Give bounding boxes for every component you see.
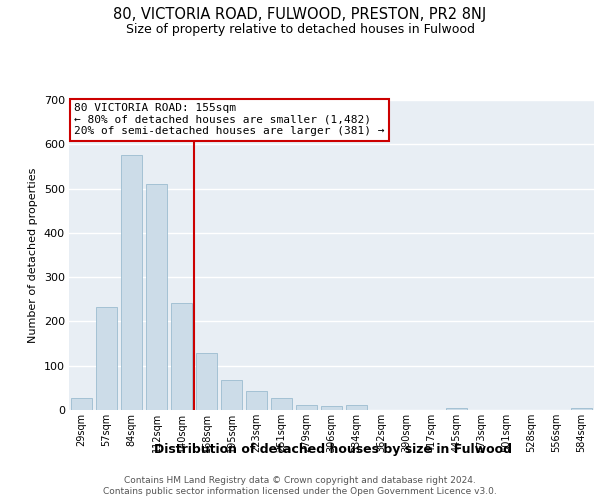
Bar	[271, 398, 292, 410]
Bar	[221, 380, 242, 410]
Text: Size of property relative to detached houses in Fulwood: Size of property relative to detached ho…	[125, 22, 475, 36]
Bar	[321, 406, 342, 410]
Bar	[71, 398, 92, 410]
Bar	[246, 392, 267, 410]
Bar	[346, 404, 367, 410]
Bar	[121, 156, 142, 410]
Text: Distribution of detached houses by size in Fulwood: Distribution of detached houses by size …	[154, 442, 512, 456]
Text: 80 VICTORIA ROAD: 155sqm
← 80% of detached houses are smaller (1,482)
20% of sem: 80 VICTORIA ROAD: 155sqm ← 80% of detach…	[74, 103, 385, 136]
Bar	[96, 307, 117, 410]
Bar	[296, 404, 317, 410]
Text: Contains HM Land Registry data © Crown copyright and database right 2024.: Contains HM Land Registry data © Crown c…	[124, 476, 476, 485]
Bar	[146, 184, 167, 410]
Bar	[446, 408, 467, 410]
Bar	[171, 303, 192, 410]
Y-axis label: Number of detached properties: Number of detached properties	[28, 168, 38, 342]
Bar	[571, 408, 592, 410]
Text: Contains public sector information licensed under the Open Government Licence v3: Contains public sector information licen…	[103, 488, 497, 496]
Text: 80, VICTORIA ROAD, FULWOOD, PRESTON, PR2 8NJ: 80, VICTORIA ROAD, FULWOOD, PRESTON, PR2…	[113, 8, 487, 22]
Bar	[196, 354, 217, 410]
